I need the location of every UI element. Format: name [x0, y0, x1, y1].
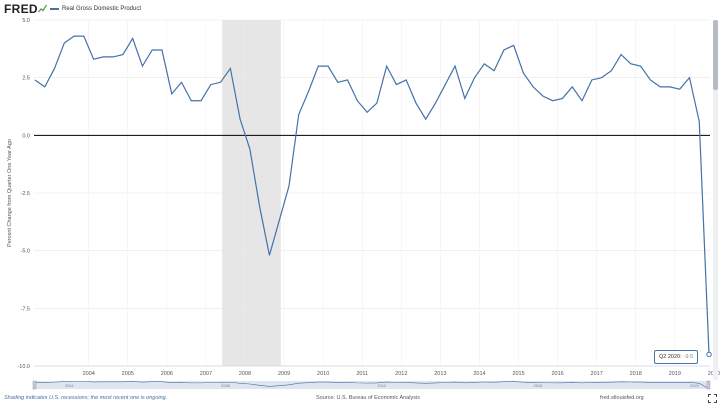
navigator-year-labels: 2004 2008 2012 2016 2020 — [65, 383, 700, 388]
y-tick-label: -7.5 — [21, 306, 30, 312]
navigator-handle-left[interactable] — [32, 380, 37, 390]
legend-label: Real Gross Domestic Product — [62, 6, 142, 12]
x-tick-label: 2011 — [356, 371, 368, 377]
y-tick-label: -5.0 — [21, 249, 30, 255]
tooltip-value: -9.5 — [683, 354, 694, 360]
chart-footer: Shading indicates U.S. recessions; the m… — [0, 393, 720, 405]
y-axis-ticks: 5.0 2.5 0.0 -2.5 -5.0 -7.5 -10.0 — [17, 18, 30, 370]
x-tick-label: 2007 — [200, 371, 212, 377]
tooltip-label: Q2 2020: — [659, 354, 682, 360]
chart-header: FRED Real Gross Domestic Product — [0, 0, 720, 18]
x-tick-label: 2009 — [278, 371, 290, 377]
navigator-year-label: 2012 — [377, 383, 387, 388]
navigator-year-label: 2004 — [65, 383, 75, 388]
vertical-scrollbar[interactable] — [713, 20, 718, 380]
data-tooltip: Q2 2020: -9.5 — [654, 350, 699, 364]
y-tick-label: 0.0 — [22, 133, 30, 139]
scrollbar-thumb[interactable] — [713, 20, 718, 90]
x-tick-label: 2017 — [591, 371, 603, 377]
fullscreen-icon[interactable] — [708, 394, 717, 403]
y-tick-label: -10.0 — [17, 364, 30, 370]
x-tick-label: 2006 — [161, 371, 173, 377]
navigator-handle-right[interactable] — [706, 380, 711, 390]
legend-swatch — [50, 8, 59, 10]
source-note[interactable]: Source: U.S. Bureau of Economic Analysis — [316, 395, 420, 401]
x-tick-label: 2010 — [317, 371, 329, 377]
x-tick-label: 2016 — [551, 371, 563, 377]
y-tick-label: -2.5 — [21, 191, 30, 197]
fred-logo[interactable]: FRED — [4, 2, 38, 16]
y-tick-label: 2.5 — [22, 76, 30, 82]
x-tick-label: 2004 — [83, 371, 95, 377]
navigator-year-label: 2008 — [221, 383, 231, 388]
series-line-real-gdp[interactable] — [34, 35, 710, 355]
data-point-q2-2020[interactable] — [706, 351, 712, 358]
navigator-year-label: 2020 — [690, 383, 700, 388]
range-navigator[interactable]: 2004 2008 2012 2016 2020 — [32, 380, 711, 390]
navigator-track — [34, 381, 710, 389]
x-tick-label: 2013 — [434, 371, 446, 377]
x-tick-label: 2019 — [669, 371, 681, 377]
x-tick-label: 2014 — [473, 371, 485, 377]
x-tick-label: 2008 — [239, 371, 251, 377]
x-tick-label: 2015 — [512, 371, 524, 377]
chart-icon — [38, 4, 47, 13]
x-axis-ticks: 2004 2005 2006 2007 2008 2009 2010 2011 2012 2013… — [34, 365, 720, 377]
y-axis-label: Percent Change from Quarter One Year Ago — [7, 139, 13, 247]
gridlines — [34, 19, 715, 367]
site-link[interactable]: fred.stlouisfed.org — [600, 395, 644, 401]
x-tick-label: 2018 — [630, 371, 642, 377]
x-tick-label: 2005 — [122, 371, 134, 377]
y-tick-label: 5.0 — [22, 18, 30, 24]
x-tick-label: 2012 — [395, 371, 407, 377]
recession-note: Shading indicates U.S. recessions; the m… — [4, 395, 168, 401]
navigator-year-label: 2016 — [534, 383, 544, 388]
navigator-series-line — [34, 381, 710, 389]
